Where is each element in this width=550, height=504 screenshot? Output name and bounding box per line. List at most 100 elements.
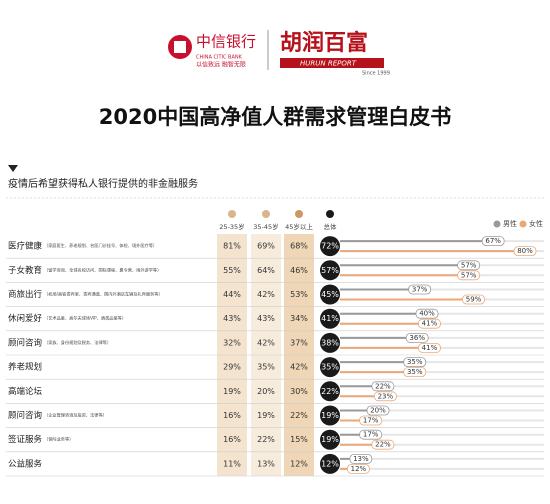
age-value: 16% [223,411,241,420]
column-header: 35-45岁 [253,222,278,231]
age-value: 43% [223,314,241,323]
female-bar-label: 17% [363,417,379,425]
column-dot [326,210,334,218]
age-value: 19% [223,387,241,396]
overall-badge [320,381,340,402]
row-name: 公益服务 [8,458,43,469]
age-value: 44% [223,290,241,299]
bar-label-box [457,270,481,281]
female-bar-label: 57% [461,271,477,279]
bar-label-box [481,236,505,247]
age-value: 29% [223,363,241,372]
row-detail: （艺术品鉴、高尔夫球场VIP、酒类品鉴等） [44,315,126,322]
bar-label-box [513,246,537,257]
age-value: 30% [290,387,308,396]
overall-badge [320,236,340,257]
hurun-name: 胡润百富 [280,30,368,56]
row-detail: （保险业务等） [44,436,73,443]
legend-label: 女性 [529,219,543,228]
age-value: 69% [257,242,275,251]
hurun-band [280,58,384,68]
age-value: 11% [223,459,241,468]
age-value: 13% [257,459,275,468]
overall-badge [320,332,340,353]
row-name: 子女教育 [8,265,42,276]
title: 2020中国高净值人群需求管理白皮书 [99,105,451,129]
triangle-marker [8,165,18,172]
legend-dot [519,220,527,228]
bar-label-box [418,318,441,329]
row-detail: （家庭医生、养老规划、名医门诊挂号、体检、境外医疗等） [44,242,157,249]
row-name: 顾问咨询 [8,410,42,421]
row-name: 休闲爱好 [8,313,43,324]
female-bar-label: 41% [422,320,438,328]
female-bar-label: 41% [422,344,438,352]
overall-badge [320,405,340,426]
column-header: 25-35岁 [219,222,244,231]
overall-value: 12% [321,459,339,468]
age-value: 34% [290,314,308,323]
female-bar-label: 59% [466,296,482,304]
overall-badge [320,284,340,305]
legend-dot [493,220,501,228]
male-bar-label: 37% [412,286,428,294]
citic-icon-center [174,41,186,53]
row-detail: （机场/高铁贵宾室、贵宾通道、国内外酒店车辆及礼宾服务等） [44,291,163,298]
row-detail: （企业管理咨询及投资、法律等） [44,412,107,419]
age-value: 46% [290,266,308,275]
age-value: 20% [257,387,275,396]
bar-label-box [359,415,383,426]
hurun-name-en: HURUN REPORT [300,60,357,68]
overall-badge [320,260,340,281]
male-bar-label: 36% [409,334,425,342]
female-bar-label: 22% [375,441,391,449]
row-detail: （留学咨询、全球名校访问、国际课程、夏令营、境外游学等） [44,266,161,273]
age-value: 64% [257,266,275,275]
age-value: 16% [223,435,241,444]
hurun-logo: 胡润百富 HURUN REPORT Since 1999 [280,30,390,77]
male-bar-label: 40% [419,310,435,318]
row-name: 顾问咨询 [8,337,42,348]
overall-value: 35% [321,363,339,372]
bar-label-box [373,391,397,402]
bar-label-box [457,260,481,271]
bar-label-box [405,332,429,343]
row-name: 商旅出行 [8,289,43,300]
bar-label-box [408,284,432,295]
bank-name: 中信银行 [196,33,256,51]
age-value: 22% [257,435,275,444]
overall-badge [320,308,340,329]
age-value: 42% [290,363,308,372]
overall-value: 22% [321,387,339,396]
age-value: 55% [223,266,241,275]
male-bar-label: 35% [407,358,423,366]
overall-value: 41% [321,314,339,323]
overall-badge [320,357,340,378]
age-value: 42% [257,338,275,347]
bar-label-box [371,439,395,450]
bar-label-box [349,453,373,464]
age-value: 68% [290,242,308,251]
overall-value: 57% [321,266,339,275]
age-value: 37% [290,338,308,347]
bar-label-box [403,357,427,368]
subtitle: 疫情后希望获得私人银行提供的非金融服务 [8,177,198,190]
age-value: 42% [257,290,275,299]
column-dot [262,210,270,218]
overall-value: 72% [321,242,339,251]
age-value: 35% [257,363,275,372]
female-bar-label: 12% [351,465,367,473]
column-dot [228,210,236,218]
age-value: 32% [223,338,241,347]
bar-label-box [359,429,383,440]
column-header: 总体 [324,222,338,231]
bar-label-box [403,367,427,378]
column-header: 45岁以上 [285,222,313,231]
male-bar-label: 57% [461,261,477,269]
overall-value: 38% [321,338,339,347]
female-bar-label: 80% [517,247,533,255]
age-value: 15% [290,435,308,444]
male-bar-label: 67% [485,237,501,245]
